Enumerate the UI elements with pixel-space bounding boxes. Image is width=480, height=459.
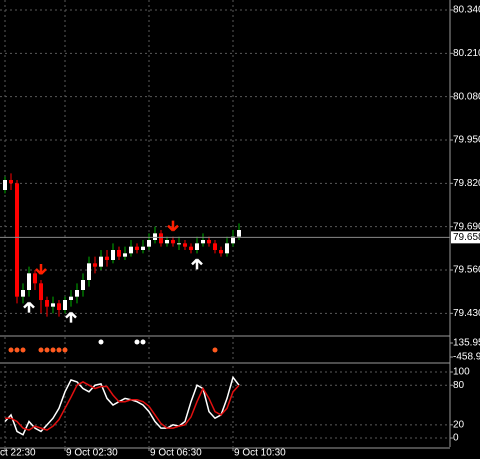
candle-body [177,243,181,245]
up-arrow [65,311,77,323]
y-tick-label: 135.95 [453,338,480,349]
candle-body [81,280,85,290]
signal-dot [44,347,50,353]
candle-body [15,183,19,297]
candle-body [201,240,205,244]
signal-dot [8,347,14,353]
signal-dot [62,347,68,353]
y-tick-label: 79.820 [453,178,480,189]
signal-dot [56,347,62,353]
candle-body [183,243,187,247]
candle-body [99,256,103,267]
x-tick-label: 9 Oct 06:30 [150,448,202,459]
up-arrow [191,258,203,270]
candle-body [189,246,193,250]
candle-body [159,233,163,244]
candle-body [45,300,49,307]
candle-body [147,240,151,247]
candle-body [207,240,211,244]
y-tick-label: -458.9 [453,352,480,363]
y-tick-label: 20 [453,419,465,430]
candle-body [171,240,175,244]
candle-body [51,303,55,307]
down-arrow [167,220,179,232]
candle-body [213,243,217,250]
candle-body [129,246,133,254]
candle-body [9,180,13,184]
y-tick-label: 80.080 [453,91,480,102]
candle-body [153,233,157,240]
signal-dot [140,339,146,345]
candle-body [21,290,25,297]
candle-body [105,256,109,260]
up-arrow [23,301,35,313]
y-tick-label: 0 [453,433,459,444]
candle-body [63,300,67,310]
x-tick-label: 9 Oct 02:30 [66,448,118,459]
candle-body [141,246,145,250]
signal-dot [212,347,218,353]
candle-body [27,273,31,290]
candle-body [123,253,127,257]
y-tick-label: 79.690 [453,221,480,232]
stoch-line [5,381,240,431]
candle-body [195,243,199,250]
signal-dot [50,347,56,353]
candle-body [57,303,61,310]
y-tick-label: 79.950 [453,135,480,146]
candle-body [165,240,169,244]
candle-body [111,250,115,260]
candle-body [3,180,7,190]
y-tick-label: 79.430 [453,308,480,319]
signal-dot [20,347,26,353]
candle-body [225,243,229,254]
y-tick-label: 80 [453,380,465,391]
signal-dot [134,339,140,345]
y-tick-label: 79.560 [453,265,480,276]
candle-body [135,246,139,250]
candle-body [219,250,223,254]
y-tick-label: 80.340 [453,5,480,16]
signal-dot [14,347,20,353]
y-tick-label: 80.210 [453,48,480,59]
candle-body [87,263,91,280]
candle-body [39,283,43,300]
last-price-label: 79.658 [453,232,480,243]
candle-body [69,296,73,300]
candle-body [93,263,97,267]
signal-dot [38,347,44,353]
y-tick-label: 100 [453,367,470,378]
x-tick-label: ct 22:30 [0,448,36,459]
stoch-line [4,375,240,436]
signal-dot [98,339,104,345]
candle-body [33,273,37,284]
down-arrow [35,264,47,275]
candle-body [117,250,121,257]
candle-body [237,230,241,237]
candle-body [231,236,235,244]
last-price-box [451,231,480,244]
x-tick-label: 9 Oct 10:30 [234,448,286,459]
candle-body [75,290,79,297]
